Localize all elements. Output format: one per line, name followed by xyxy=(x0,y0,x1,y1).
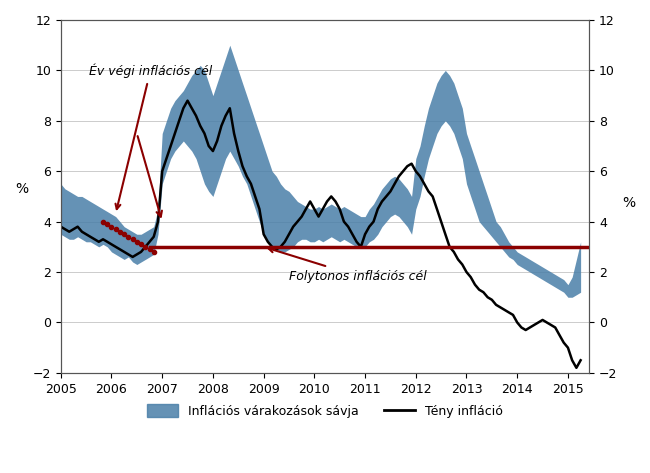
Y-axis label: %: % xyxy=(622,196,635,210)
Text: Folytonos inflációs cél: Folytonos inflációs cél xyxy=(268,247,427,282)
Y-axis label: %: % xyxy=(15,183,28,196)
Legend: Inflációs várakozások sávja, Tény infláció: Inflációs várakozások sávja, Tény inflác… xyxy=(142,400,508,423)
Text: Év végi inflációs cél: Év végi inflációs cél xyxy=(88,64,212,209)
